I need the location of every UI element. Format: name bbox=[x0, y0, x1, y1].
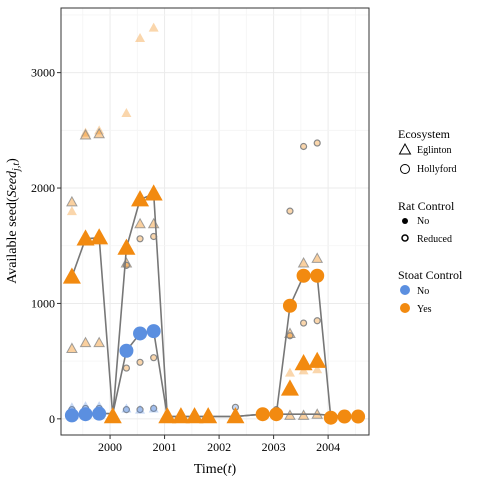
raw-point-triangle bbox=[134, 217, 146, 229]
mean-point-circle bbox=[337, 409, 352, 424]
legend-label-hollyford: Hollyford bbox=[417, 164, 456, 175]
y-axis: 0 1000 2000 3000 bbox=[31, 66, 61, 426]
mean-point-circle bbox=[133, 326, 148, 341]
y-tick-label: 1000 bbox=[31, 296, 55, 310]
raw-point-triangle bbox=[66, 206, 77, 216]
raw-point-circle bbox=[299, 142, 308, 151]
mean-point-triangle bbox=[90, 228, 109, 245]
y-axis-title: Available seed(Seedj,t) bbox=[5, 158, 22, 284]
raw-point-circle bbox=[313, 139, 321, 147]
raw-point-circle bbox=[122, 406, 131, 414]
mean-point-triangle bbox=[144, 184, 163, 201]
mean-point-circle bbox=[146, 324, 161, 339]
raw-point-triangle bbox=[79, 336, 92, 348]
mean-point-circle bbox=[64, 408, 79, 423]
legend-key-circle bbox=[400, 164, 410, 174]
raw-point-triangle bbox=[297, 257, 310, 268]
mean-point-circle bbox=[255, 407, 270, 422]
raw-point-circle bbox=[313, 317, 321, 325]
x-tick-label: 2002 bbox=[207, 440, 231, 454]
legend-label-rat-no: No bbox=[417, 216, 429, 227]
mean-point-triangle bbox=[103, 407, 122, 424]
mean-point-triangle bbox=[199, 407, 218, 424]
mean-point-triangle bbox=[62, 267, 81, 284]
mean-point-triangle bbox=[226, 407, 245, 424]
mean-point-circle bbox=[310, 268, 325, 283]
raw-point-triangle bbox=[66, 195, 78, 207]
legend-label-rat-reduced: Reduced bbox=[417, 234, 452, 245]
raw-point-circle bbox=[136, 235, 144, 243]
mean-point-triangle bbox=[308, 351, 327, 368]
legend: Ecosystem Eglinton Hollyford Rat Control… bbox=[398, 127, 463, 315]
legend-title-ecosystem: Ecosystem bbox=[398, 127, 451, 141]
legend-label-eglinton: Eglinton bbox=[417, 145, 451, 156]
mean-point-circle bbox=[269, 407, 284, 422]
y-tick-label: 2000 bbox=[31, 181, 55, 195]
raw-point-circle bbox=[122, 364, 131, 372]
raw-point-triangle bbox=[148, 403, 159, 413]
raw-point-triangle bbox=[312, 364, 323, 374]
plot-panel-border bbox=[60, 7, 370, 436]
mean-point-circle bbox=[119, 343, 134, 358]
y-tick-label: 0 bbox=[49, 412, 55, 426]
mean-point-triangle bbox=[171, 407, 190, 424]
raw-point-circle bbox=[299, 319, 308, 327]
raw-point-circle bbox=[286, 332, 294, 340]
legend-title-rat-control: Rat Control bbox=[398, 199, 455, 213]
mean-point-triangle bbox=[185, 407, 204, 424]
legend-key-stoat-no bbox=[400, 285, 410, 295]
raw-point-triangle bbox=[93, 336, 106, 348]
legend-label-stoat-no: No bbox=[417, 286, 429, 297]
mean-point-circle bbox=[323, 410, 338, 425]
raw-point-circle bbox=[136, 358, 144, 366]
raw-point-triangle bbox=[135, 33, 146, 43]
mean-point-circle bbox=[296, 268, 311, 283]
x-tick-label: 2003 bbox=[262, 440, 286, 454]
raw-point-circle bbox=[150, 354, 158, 362]
raw-point-triangle bbox=[79, 128, 92, 140]
legend-key-open-dot bbox=[401, 234, 409, 242]
raw-point-circle bbox=[136, 406, 144, 414]
mean-point-circle bbox=[351, 409, 366, 424]
legend-key-filled-dot bbox=[402, 218, 408, 224]
x-tick-label: 2001 bbox=[153, 440, 177, 454]
raw-point-triangle bbox=[135, 404, 146, 414]
x-tick-label: 2000 bbox=[98, 440, 122, 454]
raw-point-triangle bbox=[93, 127, 106, 139]
raw-point-triangle bbox=[148, 22, 159, 32]
x-axis-title: Time(t) bbox=[194, 462, 237, 477]
legend-key-triangle bbox=[398, 142, 412, 155]
raw-point-triangle bbox=[66, 342, 78, 353]
mean-point-triangle bbox=[131, 190, 150, 207]
mean-point-triangle bbox=[294, 353, 313, 371]
legend-title-stoat-control: Stoat Control bbox=[398, 268, 463, 282]
x-tick-label: 2004 bbox=[316, 440, 340, 454]
mean-point-circle bbox=[92, 406, 107, 421]
gridlines bbox=[61, 8, 369, 435]
raw-point-triangle bbox=[284, 367, 295, 377]
mean-point-circle bbox=[78, 407, 93, 422]
raw-point-triangle bbox=[121, 403, 132, 413]
raw-point-circle bbox=[286, 207, 294, 215]
mean-point-triangle bbox=[158, 407, 177, 424]
raw-point-triangle bbox=[121, 108, 132, 118]
mean-point-circle bbox=[282, 298, 297, 313]
raw-point-circle bbox=[150, 404, 158, 413]
mean-point-triangle bbox=[280, 379, 299, 396]
x-axis: 2000 2001 2002 2003 2004 bbox=[98, 435, 340, 454]
raw-point-triangle bbox=[311, 252, 324, 263]
plot-content bbox=[62, 22, 366, 425]
y-tick-label: 3000 bbox=[31, 66, 55, 80]
raw-point-triangle bbox=[94, 125, 105, 135]
mean-point-triangle bbox=[76, 229, 95, 246]
legend-key-stoat-yes bbox=[400, 303, 410, 313]
mean-point-triangle bbox=[117, 238, 136, 255]
legend-label-stoat-yes: Yes bbox=[417, 304, 432, 315]
